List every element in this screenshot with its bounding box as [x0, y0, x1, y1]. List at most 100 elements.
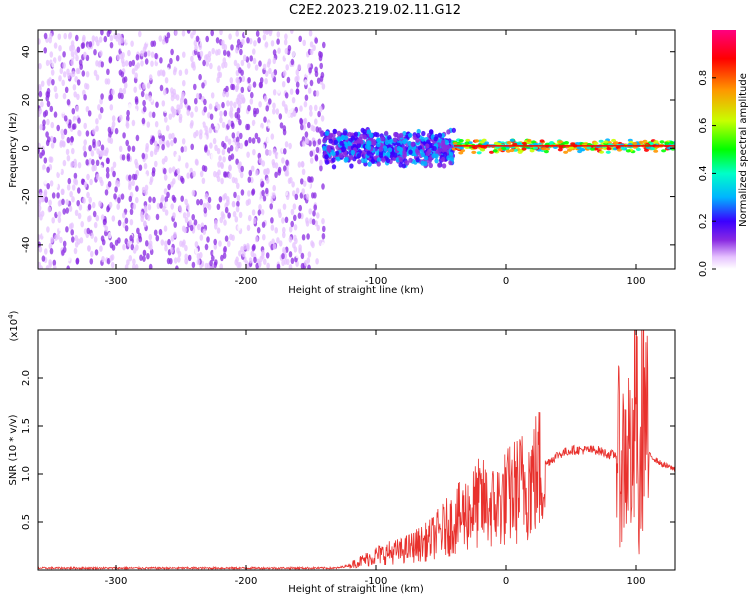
- heatmap-cell: [148, 111, 153, 118]
- heatmap-cell: [268, 190, 273, 197]
- heatmap-cell: [158, 35, 163, 42]
- heatmap-cell: [423, 155, 429, 161]
- heatmap-cell: [265, 252, 270, 259]
- heatmap-cell: [122, 87, 127, 95]
- heatmap-cell: [276, 237, 280, 244]
- heatmap-cell: [270, 40, 275, 47]
- heatmap-cell: [270, 72, 275, 79]
- heatmap-cell: [324, 159, 330, 165]
- heatmap-cell: [239, 148, 243, 156]
- heatmap-cell: [605, 150, 611, 154]
- heatmap-cell: [180, 175, 184, 183]
- heatmap-cell: [586, 146, 592, 150]
- heatmap-cell: [317, 110, 321, 118]
- heatmap-cell: [254, 132, 259, 140]
- heatmap-cell: [184, 244, 188, 252]
- heatmap-cell: [158, 138, 163, 145]
- y-tick-label: -40: [21, 237, 32, 253]
- heatmap-cell: [387, 135, 392, 141]
- heatmap-cell: [420, 136, 425, 142]
- heatmap-cell: [521, 147, 527, 151]
- heatmap-cell: [75, 257, 80, 264]
- heatmap-cell: [292, 203, 297, 210]
- heatmap-cell: [251, 188, 256, 195]
- heatmap-cell: [321, 241, 325, 249]
- heatmap-cell: [606, 147, 612, 151]
- heatmap-cell: [226, 100, 230, 107]
- heatmap-cell: [577, 149, 583, 154]
- heatmap-cell: [247, 77, 251, 84]
- heatmap-cell: [274, 227, 279, 234]
- heatmap-cell: [272, 192, 276, 199]
- heatmap-cell: [73, 247, 78, 255]
- heatmap-cell: [165, 43, 170, 50]
- heatmap-cell: [95, 215, 100, 222]
- heatmap-cell: [261, 249, 265, 257]
- heatmap-cell: [278, 240, 283, 247]
- heatmap-cell: [236, 113, 241, 121]
- heatmap-cell: [142, 255, 146, 262]
- heatmap-cell: [173, 137, 177, 144]
- heatmap-cell: [38, 199, 42, 207]
- heatmap-cell: [433, 136, 438, 142]
- heatmap-cell: [194, 241, 199, 248]
- heatmap-cell: [117, 197, 121, 204]
- heatmap-cell: [128, 174, 132, 181]
- spectrogram-frame: [37, 29, 676, 270]
- heatmap-cell: [248, 257, 253, 264]
- heatmap-cell: [270, 224, 275, 231]
- heatmap-cell: [241, 38, 245, 46]
- heatmap-cell: [173, 231, 177, 238]
- heatmap-cell: [398, 147, 404, 153]
- heatmap-cell: [170, 139, 174, 147]
- heatmap-cell: [171, 166, 176, 173]
- snr-x-ticks: -300 -200 -100 0 100: [105, 330, 646, 587]
- heatmap-cell: [263, 116, 267, 123]
- heatmap-cell: [350, 149, 355, 156]
- heatmap-cell: [262, 63, 267, 70]
- heatmap-cell: [76, 79, 81, 86]
- heatmap-cell: [401, 163, 407, 169]
- heatmap-cell: [271, 238, 275, 245]
- heatmap-cell: [301, 188, 306, 195]
- heatmap-cell: [241, 183, 246, 190]
- heatmap-cell: [283, 39, 288, 46]
- heatmap-cell: [38, 234, 41, 241]
- heatmap-cell: [106, 157, 110, 164]
- heatmap-cell: [328, 133, 333, 139]
- heatmap-cell: [175, 153, 179, 161]
- heatmap-cell: [46, 183, 50, 190]
- heatmap-cell: [129, 235, 133, 242]
- heatmap-cell: [362, 129, 367, 135]
- heatmap-cell: [240, 59, 245, 67]
- heatmap-cell: [222, 57, 227, 64]
- heatmap-cell: [276, 139, 281, 147]
- heatmap-cell: [444, 139, 450, 146]
- heatmap-cell: [199, 129, 203, 136]
- heatmap-cell: [449, 156, 455, 162]
- heatmap-cell: [259, 255, 264, 262]
- heatmap-cell: [157, 129, 162, 136]
- heatmap-cell: [94, 249, 99, 256]
- heatmap-cell: [194, 44, 198, 52]
- heatmap-cell: [227, 147, 231, 154]
- heatmap-cell: [170, 87, 174, 94]
- heatmap-cell: [367, 161, 372, 167]
- heatmap-cell: [328, 138, 333, 144]
- heatmap-cell: [39, 123, 43, 131]
- heatmap-cell: [373, 131, 378, 137]
- heatmap-cell: [307, 121, 311, 129]
- heatmap-cell: [113, 193, 117, 200]
- heatmap-cell: [161, 100, 166, 107]
- heatmap-cell: [235, 83, 240, 91]
- heatmap-cell: [142, 105, 147, 113]
- heatmap-cell: [312, 140, 317, 147]
- heatmap-cell: [203, 165, 208, 172]
- heatmap-cell: [260, 209, 265, 216]
- heatmap-cell: [288, 251, 293, 258]
- heatmap-cell: [85, 54, 90, 62]
- heatmap-cell: [437, 162, 442, 168]
- heatmap-cell: [277, 203, 282, 210]
- heatmap-cell: [88, 265, 92, 269]
- heatmap-cell: [465, 138, 471, 143]
